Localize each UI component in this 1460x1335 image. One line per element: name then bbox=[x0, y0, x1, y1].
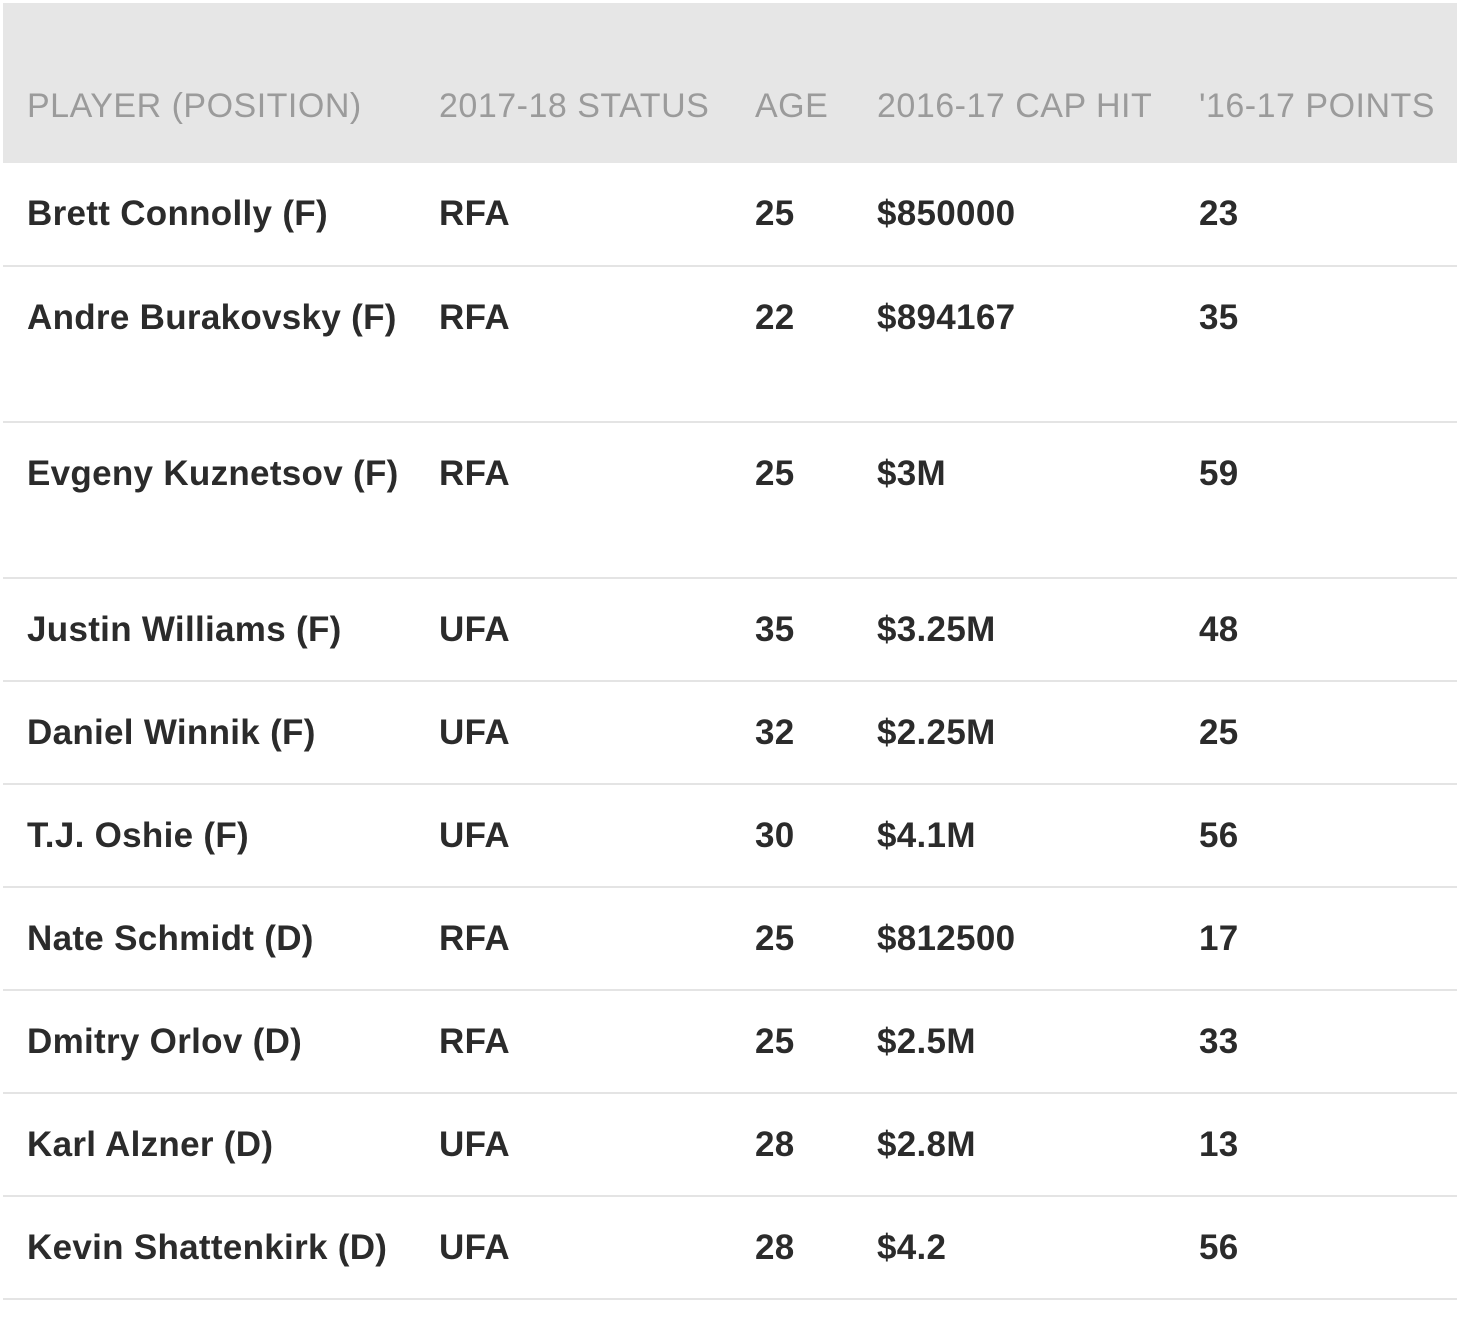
cell-player: Karl Alzner (D) bbox=[27, 1125, 274, 1164]
cell-age: 35 bbox=[755, 610, 795, 649]
cell-player: Nate Schmidt (D) bbox=[27, 919, 314, 958]
table-header: PLAYER (POSITION) 2017-18 STATUS AGE 201… bbox=[3, 3, 1457, 163]
cell-age: 32 bbox=[755, 713, 795, 752]
cell-status: RFA bbox=[439, 454, 510, 493]
cell-age: 25 bbox=[755, 919, 795, 958]
player-contracts-table: PLAYER (POSITION) 2017-18 STATUS AGE 201… bbox=[3, 3, 1457, 1300]
header-player-position: PLAYER (POSITION) bbox=[27, 87, 362, 125]
header-points: '16-17 POINTS bbox=[1199, 87, 1435, 125]
table-row: Dmitry Orlov (D) RFA 25 $2.5M 33 bbox=[3, 990, 1457, 1093]
cell-status: RFA bbox=[439, 298, 510, 337]
cell-age: 30 bbox=[755, 816, 795, 855]
cell-player: Brett Connolly (F) bbox=[27, 194, 328, 233]
cell-status: UFA bbox=[439, 1228, 510, 1267]
table-row: Daniel Winnik (F) UFA 32 $2.25M 25 bbox=[3, 681, 1457, 784]
cell-cap-hit: $894167 bbox=[877, 298, 1016, 337]
table-row: Justin Williams (F) UFA 35 $3.25M 48 bbox=[3, 578, 1457, 681]
cell-status: UFA bbox=[439, 816, 510, 855]
cell-player: T.J. Oshie (F) bbox=[27, 816, 250, 855]
cell-age: 28 bbox=[755, 1228, 795, 1267]
cell-cap-hit: $3.25M bbox=[877, 610, 996, 649]
cell-age: 25 bbox=[755, 454, 795, 493]
header-cap-hit: 2016-17 CAP HIT bbox=[877, 87, 1153, 125]
header-age: AGE bbox=[755, 87, 829, 125]
table-row: Brett Connolly (F) RFA 25 $850000 23 bbox=[3, 163, 1457, 266]
cell-points: 23 bbox=[1199, 194, 1239, 233]
table-row: Kevin Shattenkirk (D) UFA 28 $4.2 56 bbox=[3, 1196, 1457, 1299]
cell-age: 22 bbox=[755, 298, 795, 337]
cell-points: 25 bbox=[1199, 713, 1239, 752]
header-row: PLAYER (POSITION) 2017-18 STATUS AGE 201… bbox=[3, 3, 1457, 163]
cell-cap-hit: $4.1M bbox=[877, 816, 976, 855]
cell-cap-hit: $2.5M bbox=[877, 1022, 976, 1061]
cell-status: RFA bbox=[439, 919, 510, 958]
cell-cap-hit: $2.25M bbox=[877, 713, 996, 752]
cell-age: 25 bbox=[755, 194, 795, 233]
table-row: Evgeny Kuznetsov (F) RFA 25 $3M 59 bbox=[3, 422, 1457, 578]
cell-cap-hit: $812500 bbox=[877, 919, 1016, 958]
cell-player: Daniel Winnik (F) bbox=[27, 713, 316, 752]
cell-status: UFA bbox=[439, 1125, 510, 1164]
cell-player: Justin Williams (F) bbox=[27, 610, 342, 649]
cell-points: 56 bbox=[1199, 1228, 1239, 1267]
table-body: Brett Connolly (F) RFA 25 $850000 23 And… bbox=[3, 163, 1457, 1299]
header-status: 2017-18 STATUS bbox=[439, 87, 710, 125]
cell-player: Evgeny Kuznetsov (F) bbox=[27, 454, 399, 493]
cell-age: 28 bbox=[755, 1125, 795, 1164]
cell-player: Dmitry Orlov (D) bbox=[27, 1022, 303, 1061]
cell-points: 17 bbox=[1199, 919, 1239, 958]
cell-status: RFA bbox=[439, 1022, 510, 1061]
cell-points: 48 bbox=[1199, 610, 1239, 649]
cell-cap-hit: $3M bbox=[877, 454, 946, 493]
table-row: Nate Schmidt (D) RFA 25 $812500 17 bbox=[3, 887, 1457, 990]
cell-cap-hit: $2.8M bbox=[877, 1125, 976, 1164]
cell-age: 25 bbox=[755, 1022, 795, 1061]
cell-points: 56 bbox=[1199, 816, 1239, 855]
cell-cap-hit: $4.2 bbox=[877, 1228, 947, 1267]
cell-cap-hit: $850000 bbox=[877, 194, 1016, 233]
player-contracts-table-container: PLAYER (POSITION) 2017-18 STATUS AGE 201… bbox=[3, 3, 1457, 1300]
cell-points: 33 bbox=[1199, 1022, 1239, 1061]
cell-points: 59 bbox=[1199, 454, 1239, 493]
cell-points: 13 bbox=[1199, 1125, 1239, 1164]
cell-points: 35 bbox=[1199, 298, 1239, 337]
cell-status: UFA bbox=[439, 713, 510, 752]
cell-player: Andre Burakovsky (F) bbox=[27, 298, 397, 337]
cell-status: RFA bbox=[439, 194, 510, 233]
cell-player: Kevin Shattenkirk (D) bbox=[27, 1228, 388, 1267]
table-row: T.J. Oshie (F) UFA 30 $4.1M 56 bbox=[3, 784, 1457, 887]
table-row: Karl Alzner (D) UFA 28 $2.8M 13 bbox=[3, 1093, 1457, 1196]
table-row: Andre Burakovsky (F) RFA 22 $894167 35 bbox=[3, 266, 1457, 422]
cell-status: UFA bbox=[439, 610, 510, 649]
